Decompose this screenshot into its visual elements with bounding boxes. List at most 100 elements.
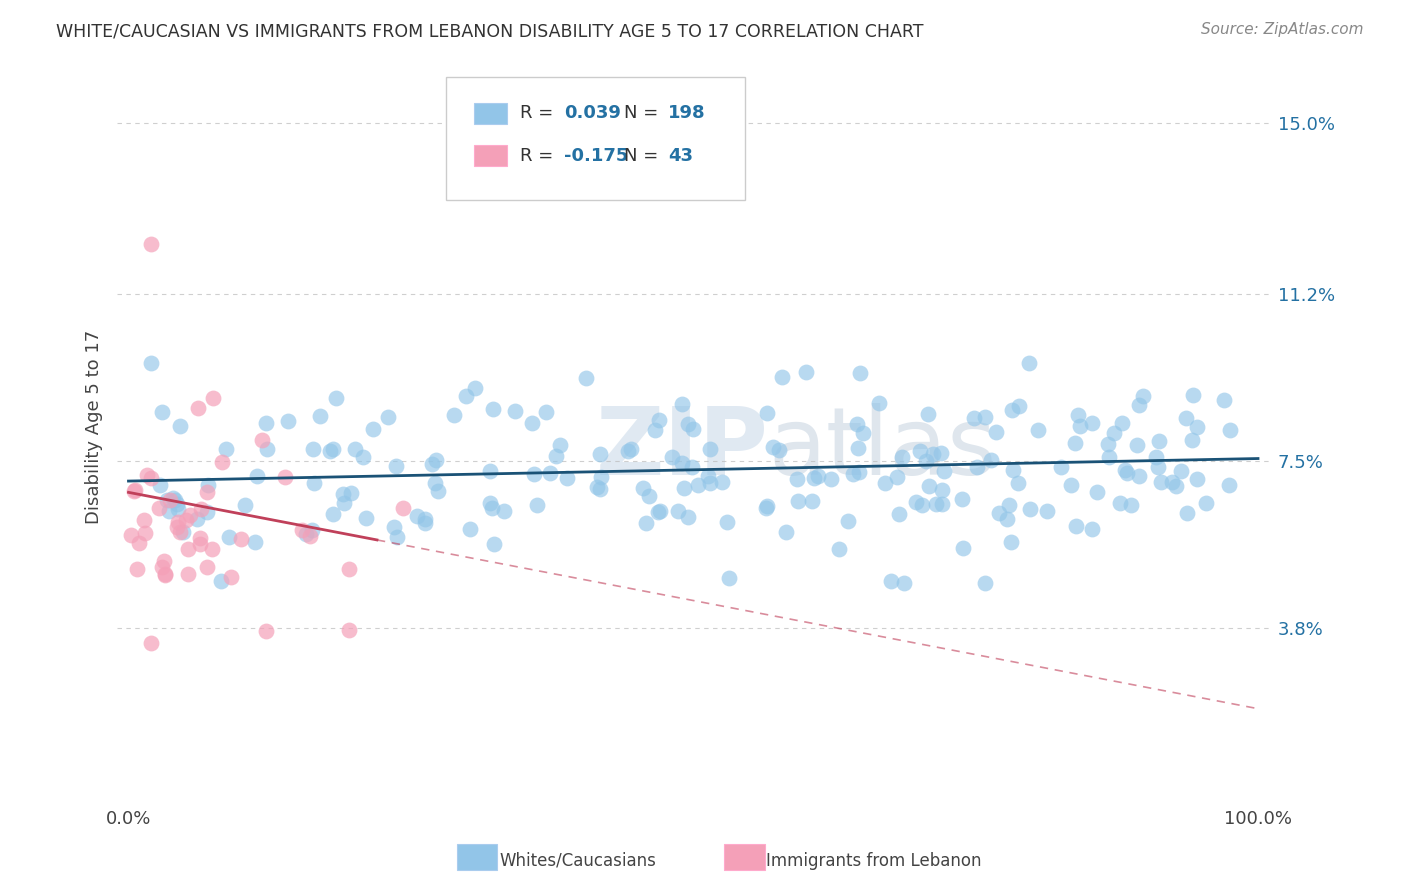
Point [1132,389,1154,403]
Point [1144,450,1167,464]
Point [319,444,342,458]
Point [803,470,825,484]
Point [443,408,465,422]
Point [1119,498,1142,512]
Point [156,493,179,508]
FancyBboxPatch shape [474,103,506,124]
Point [454,388,477,402]
Text: N =: N = [624,104,664,122]
Point [647,412,669,426]
Point [589,482,612,496]
Point [1125,438,1147,452]
Point [426,483,449,498]
Point [848,465,870,479]
Point [229,533,252,547]
Point [718,571,741,585]
Text: ZIP: ZIP [595,403,768,495]
Point [186,512,208,526]
Point [786,472,808,486]
Point [277,414,299,428]
Point [481,500,503,515]
Point [149,478,172,492]
Point [250,433,273,447]
Point [177,541,200,556]
Point [256,442,278,457]
Point [934,464,956,478]
Point [322,507,344,521]
Point [1097,437,1119,451]
Text: R =: R = [520,146,560,164]
Point [187,401,209,415]
Point [246,469,269,483]
Point [842,467,865,481]
Point [141,356,163,370]
Point [755,406,778,420]
Point [880,574,903,589]
Point [209,574,232,589]
Point [1114,463,1136,477]
Point [136,467,159,482]
Point [671,456,693,470]
Text: Immigrants from Lebanon: Immigrants from Lebanon [766,852,981,870]
Point [177,566,200,581]
Point [586,480,609,494]
Point [188,537,211,551]
Point [150,405,173,419]
Point [385,530,408,544]
Point [1008,399,1031,413]
Point [1150,475,1173,489]
Point [479,496,502,510]
Point [762,440,785,454]
Point [211,454,233,468]
Point [801,494,824,508]
Point [159,492,181,507]
Point [986,425,1008,440]
Point [482,537,505,551]
Point [770,370,793,384]
Point [1018,502,1040,516]
Point [716,515,738,529]
Point [174,513,197,527]
Point [343,442,366,457]
Point [699,442,721,456]
Point [169,418,191,433]
Text: WHITE/CAUCASIAN VS IMMIGRANTS FROM LEBANON DISABILITY AGE 5 TO 17 CORRELATION CH: WHITE/CAUCASIAN VS IMMIGRANTS FROM LEBAN… [56,22,924,40]
Point [1128,398,1150,412]
Point [1081,522,1104,536]
Point [673,481,696,495]
Point [1166,479,1188,493]
Point [1116,466,1139,480]
Point [1066,408,1088,422]
Point [195,485,218,500]
Point [127,561,149,575]
Text: 0.039: 0.039 [564,104,621,122]
Point [962,411,984,425]
Point [1018,356,1040,370]
Point [987,506,1010,520]
Point [1001,403,1024,417]
Point [1081,416,1104,430]
Point [910,444,932,458]
Point [574,370,596,384]
Point [218,530,240,544]
Point [1185,420,1208,434]
Point [1195,496,1218,510]
Point [918,479,941,493]
Point [786,493,808,508]
Point [166,501,188,516]
Point [1066,518,1088,533]
Point [1181,433,1204,447]
Point [299,529,322,543]
Text: N =: N = [624,146,664,164]
Point [201,541,224,556]
Point [337,561,360,575]
Point [382,520,405,534]
Point [150,560,173,574]
Point [775,524,797,539]
Point [523,467,546,482]
Point [361,422,384,436]
Point [153,554,176,568]
Point [952,541,974,555]
Point [337,623,360,637]
Point [413,516,436,530]
